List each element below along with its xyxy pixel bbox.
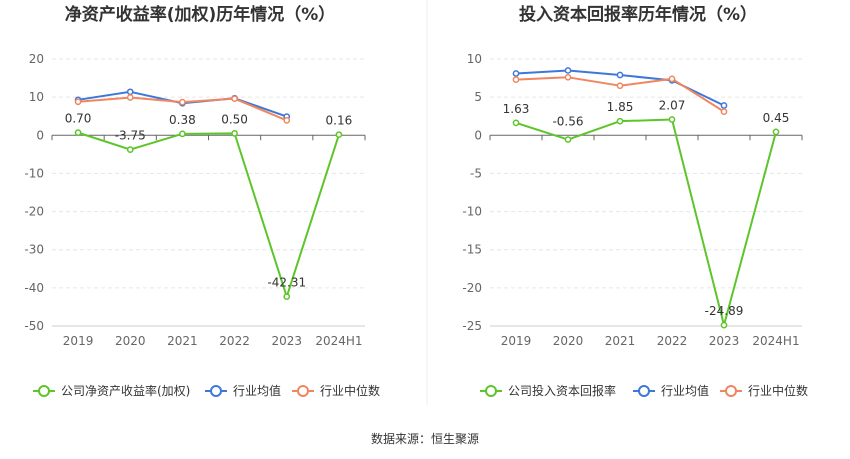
y-tick-label: 0 (474, 128, 482, 142)
roic-chart: 投入资本回报率历年情况（%） 10 5 0 -5 -10 -15 -20 -25 2019 2020… (462, 4, 808, 398)
y-tick-label: -10 (462, 205, 482, 219)
y-tick-label: -20 (24, 205, 44, 219)
data-point (564, 136, 572, 143)
x-tick-label: 2021 (167, 334, 198, 348)
data-point (74, 98, 82, 106)
data-label: 0.38 (169, 113, 196, 127)
legend-swatch-marker (725, 385, 737, 397)
y-tick-label: -10 (24, 166, 44, 180)
data-point (231, 130, 238, 137)
data-label: 2.07 (659, 98, 686, 112)
legend-swatch-marker (38, 385, 50, 397)
y-tick-label: -30 (24, 243, 44, 257)
legend-label: 公司投入资本回报率 (508, 383, 616, 398)
legend-label: 行业均值 (233, 383, 281, 398)
data-source-note: 数据来源：恒生聚源 (371, 431, 479, 446)
data-label: 1.85 (607, 100, 634, 114)
data-point (668, 75, 676, 83)
data-label: 1.63 (503, 102, 530, 116)
data-point (720, 321, 728, 329)
data-point (772, 128, 780, 136)
y-tick-label: 5 (474, 90, 482, 104)
x-tick-label: 2022 (219, 334, 250, 348)
data-point (179, 98, 186, 106)
data-point (668, 116, 676, 123)
legend-label: 公司净资产收益率(加权) (61, 383, 190, 398)
legend-swatch-marker (210, 385, 222, 397)
roe-chart: 净资产收益率(加权)历年情况（%） 20 10 0 -10 -20 -30 -40 -50 201… (24, 4, 380, 398)
x-tick-label: 2024H1 (315, 334, 362, 348)
data-label: 0.50 (221, 112, 248, 126)
data-point (616, 117, 624, 125)
y-tick-label: 20 (29, 52, 44, 66)
data-label: 0.16 (326, 114, 353, 128)
data-point (512, 70, 520, 77)
x-tick-label: 2023 (271, 334, 302, 348)
data-label: -24.89 (705, 304, 744, 318)
data-point (616, 82, 624, 90)
x-tick-label: 2023 (709, 334, 740, 348)
data-label: 0.45 (763, 111, 790, 125)
x-tick-label: 2022 (657, 334, 688, 348)
data-label: 0.70 (65, 112, 92, 126)
y-tick-label: -50 (24, 319, 44, 333)
data-point (126, 146, 134, 153)
chart-title: 投入资本回报率历年情况（%） (519, 4, 757, 25)
data-point (283, 117, 291, 124)
x-tick-label: 2020 (115, 334, 146, 348)
x-tick-label: 2019 (501, 334, 532, 348)
data-point (126, 94, 134, 101)
data-point (564, 67, 572, 74)
legend-swatch-marker (638, 385, 650, 397)
y-tick-label: -5 (470, 166, 482, 180)
data-point (335, 131, 343, 139)
x-tick-label: 2020 (553, 334, 584, 348)
data-point (564, 73, 572, 81)
chart-title: 净资产收益率(加权)历年情况（%） (65, 4, 336, 25)
series-line-0 (77, 131, 340, 298)
data-point (126, 88, 134, 96)
y-tick-label: -40 (24, 281, 44, 295)
y-tick-label: 10 (467, 52, 482, 66)
data-point (512, 119, 520, 127)
data-point (231, 95, 238, 103)
data-label: -0.56 (552, 114, 583, 128)
x-tick-label: 2019 (63, 334, 94, 348)
legend-label: 行业中位数 (320, 383, 380, 398)
legend-swatch-marker (297, 385, 309, 397)
legend-label: 行业均值 (661, 383, 709, 398)
y-tick-label: -15 (462, 243, 482, 257)
data-label: -42.31 (267, 276, 306, 290)
y-tick-label: 10 (29, 90, 44, 104)
data-point (720, 102, 728, 109)
data-label: -3.75 (115, 129, 146, 143)
data-point (720, 108, 728, 115)
x-tick-label: 2024H1 (752, 334, 799, 348)
x-tick-label: 2021 (605, 334, 636, 348)
y-tick-label: -25 (462, 319, 482, 333)
legend-swatch-marker (485, 385, 497, 397)
data-point (74, 129, 82, 136)
series-line-0 (515, 118, 777, 327)
data-point (512, 76, 520, 83)
y-tick-label: 0 (36, 128, 44, 142)
data-point (616, 71, 624, 79)
data-point (283, 293, 291, 301)
data-point (179, 130, 186, 138)
y-tick-label: -20 (462, 281, 482, 295)
legend-label: 行业中位数 (748, 383, 808, 398)
